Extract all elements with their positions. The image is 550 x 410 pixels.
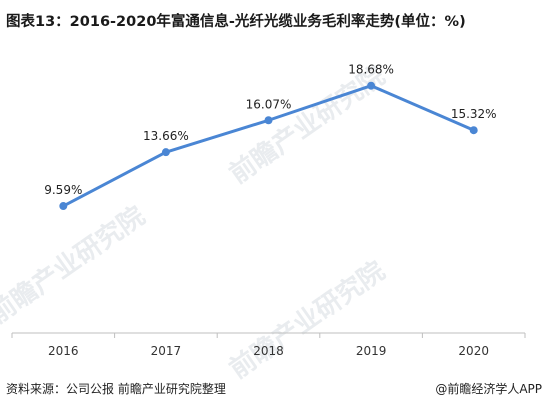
data-point — [161, 148, 170, 157]
data-label: 16.07% — [246, 97, 292, 111]
data-label: 9.59% — [44, 183, 82, 197]
x-tick-label: 2018 — [253, 344, 284, 358]
x-tick-label: 2016 — [48, 344, 79, 358]
x-tick-label: 2020 — [458, 344, 489, 358]
credit-note: @前瞻经济学人APP — [435, 382, 542, 396]
x-tick-label: 2017 — [151, 344, 182, 358]
data-point — [367, 81, 376, 90]
data-point — [264, 116, 273, 125]
data-label: 18.68% — [348, 63, 394, 77]
data-point — [469, 126, 478, 135]
chart-title: 图表13：2016-2020年富通信息-光纤光缆业务毛利率走势(单位：%) — [6, 14, 466, 30]
data-point — [59, 202, 68, 211]
source-note: 资料来源：公司公报 前瞻产业研究院整理 — [6, 382, 226, 396]
line-chart: 2016 2017 2018 2019 2020 9.59% 13.66% 16.07% 18.… — [11, 63, 526, 358]
x-tick-label: 2019 — [356, 344, 387, 358]
data-label: 15.32% — [451, 107, 497, 121]
data-label: 13.66% — [143, 129, 189, 143]
